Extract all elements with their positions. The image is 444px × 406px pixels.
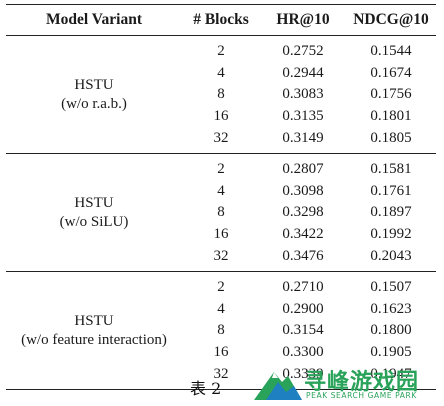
- cell-blocks: 16: [213, 108, 229, 125]
- table-header: Model Variant # Blocks HR@10 NDCG@10: [6, 5, 436, 35]
- table-row: 8 0.3154 0.1800: [182, 320, 436, 342]
- cell-hr: 0.3300: [282, 344, 324, 361]
- table-row: 32 0.3476 0.2043: [182, 245, 436, 267]
- table-caption: 表 2: [190, 379, 222, 398]
- group-model-name: HSTU: [74, 194, 114, 211]
- cell-hr: 0.2944: [282, 64, 324, 81]
- cell-ndcg: 0.1623: [370, 300, 412, 317]
- table-row: 16 0.3135 0.1801: [182, 106, 436, 128]
- results-table: Model Variant # Blocks HR@10 NDCG@10 HST…: [6, 4, 436, 390]
- group-label: HSTU (w/o feature interaction): [6, 277, 182, 385]
- cell-blocks: 32: [213, 247, 229, 264]
- cell-blocks: 4: [217, 182, 225, 199]
- cell-blocks: 16: [213, 226, 229, 243]
- table-row: 8 0.3083 0.1756: [182, 84, 436, 106]
- cell-blocks: 8: [217, 322, 225, 339]
- cell-hr: 0.3098: [282, 182, 324, 199]
- table-bottom-rule: [6, 388, 436, 390]
- table-top-rule: [6, 4, 436, 5]
- cell-hr: 0.2752: [282, 43, 324, 60]
- table-row: 32 0.3339 0.1947: [182, 363, 436, 385]
- cell-hr: 0.2807: [282, 161, 324, 178]
- group-wo-feature-interaction: HSTU (w/o feature interaction) 2 0.2710 …: [6, 272, 436, 389]
- cell-hr: 0.3149: [282, 129, 324, 146]
- cell-blocks: 32: [213, 365, 229, 382]
- cell-ndcg: 0.1947: [370, 365, 412, 382]
- cell-ndcg: 0.1761: [370, 182, 412, 199]
- cell-ndcg: 0.1801: [370, 108, 412, 125]
- cell-hr: 0.3422: [282, 226, 324, 243]
- group-wo-rab: HSTU (w/o r.a.b.) 2 0.2752 0.1544 4 0.29…: [6, 36, 436, 153]
- cell-hr: 0.2900: [282, 300, 324, 317]
- cell-ndcg: 0.1544: [370, 43, 412, 60]
- cell-ndcg: 0.1507: [370, 279, 412, 296]
- table-row: 16 0.3300 0.1905: [182, 342, 436, 364]
- watermark-logo: 寻峰游戏园 PEAK SEARCH GAME PARK: [252, 362, 442, 406]
- group-variant-note: (w/o feature interaction): [21, 331, 167, 348]
- table-row: 16 0.3422 0.1992: [182, 224, 436, 246]
- table-row: 2 0.2710 0.1507: [182, 277, 436, 299]
- header-rule: [6, 35, 436, 36]
- table-row: 2 0.2807 0.1581: [182, 159, 436, 181]
- cell-ndcg: 0.1756: [370, 86, 412, 103]
- cell-ndcg: 0.2043: [370, 247, 412, 264]
- cell-blocks: 8: [217, 204, 225, 221]
- cell-hr: 0.3154: [282, 322, 324, 339]
- header-hr10: HR@10: [276, 11, 330, 28]
- header-blocks: # Blocks: [193, 11, 249, 28]
- table-row: 4 0.2944 0.1674: [182, 63, 436, 85]
- cell-blocks: 2: [217, 279, 225, 296]
- group-label: HSTU (w/o SiLU): [6, 159, 182, 267]
- cell-ndcg: 0.1800: [370, 322, 412, 339]
- group-variant-note: (w/o SiLU): [59, 213, 129, 230]
- cell-hr: 0.3083: [282, 86, 324, 103]
- header-ndcg10: NDCG@10: [353, 11, 429, 28]
- group-wo-silu: HSTU (w/o SiLU) 2 0.2807 0.1581 4 0.3098…: [6, 154, 436, 271]
- cell-blocks: 4: [217, 300, 225, 317]
- cell-hr: 0.3135: [282, 108, 324, 125]
- cell-blocks: 2: [217, 161, 225, 178]
- cell-ndcg: 0.1905: [370, 344, 412, 361]
- cell-blocks: 8: [217, 86, 225, 103]
- group-label: HSTU (w/o r.a.b.): [6, 41, 182, 149]
- cell-blocks: 2: [217, 43, 225, 60]
- group-divider: [6, 270, 436, 272]
- header-model-variant: Model Variant: [45, 11, 143, 28]
- cell-ndcg: 0.1897: [370, 204, 412, 221]
- table-row: 4 0.3098 0.1761: [182, 181, 436, 203]
- cell-blocks: 32: [213, 129, 229, 146]
- cell-ndcg: 0.1581: [370, 161, 412, 178]
- mountain-logo-icon: [254, 372, 302, 400]
- cell-hr: 0.3298: [282, 204, 324, 221]
- cell-blocks: 16: [213, 344, 229, 361]
- cell-ndcg: 0.1805: [370, 129, 412, 146]
- cell-hr: 0.2710: [282, 279, 324, 296]
- watermark-subtitle: PEAK SEARCH GAME PARK: [306, 391, 417, 400]
- cell-hr: 0.3476: [282, 247, 324, 264]
- group-model-name: HSTU: [74, 76, 114, 93]
- group-variant-note: (w/o r.a.b.): [61, 95, 127, 112]
- cell-ndcg: 0.1674: [370, 64, 412, 81]
- table-row: 8 0.3298 0.1897: [182, 202, 436, 224]
- table-row: 4 0.2900 0.1623: [182, 299, 436, 321]
- table-row: 32 0.3149 0.1805: [182, 127, 436, 149]
- table-row: 2 0.2752 0.1544: [182, 41, 436, 63]
- watermark-title: 寻峰游戏园: [304, 370, 420, 395]
- cell-blocks: 4: [217, 64, 225, 81]
- cell-hr: 0.3339: [282, 365, 324, 382]
- group-model-name: HSTU: [74, 312, 114, 329]
- group-divider: [6, 152, 436, 154]
- cell-ndcg: 0.1992: [370, 226, 412, 243]
